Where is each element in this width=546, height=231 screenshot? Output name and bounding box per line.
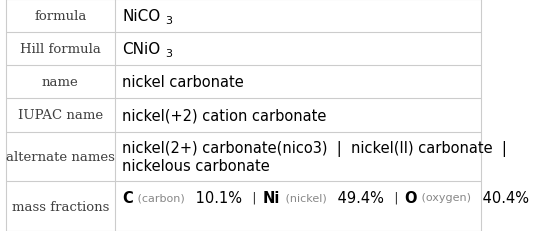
Text: alternate names: alternate names <box>6 150 115 163</box>
Text: IUPAC name: IUPAC name <box>18 109 103 122</box>
Text: formula: formula <box>34 10 87 23</box>
Text: nickel(+2) cation carbonate: nickel(+2) cation carbonate <box>122 108 327 123</box>
Text: mass fractions: mass fractions <box>11 200 109 213</box>
Text: Ni: Ni <box>263 190 280 205</box>
Text: name: name <box>42 76 79 89</box>
Text: 49.4%: 49.4% <box>333 190 383 205</box>
Text: (nickel): (nickel) <box>282 192 327 202</box>
Text: 40.4%: 40.4% <box>478 190 529 205</box>
Text: nickel(2+) carbonate(nico3)  |  nickel(II) carbonate  |
nickelous carbonate: nickel(2+) carbonate(nico3) | nickel(II)… <box>122 140 507 173</box>
Text: O: O <box>404 190 417 205</box>
Text: |: | <box>248 191 261 204</box>
Text: Hill formula: Hill formula <box>20 43 101 56</box>
Text: (oxygen): (oxygen) <box>418 192 471 202</box>
Text: 3: 3 <box>165 49 172 58</box>
Text: NiCO: NiCO <box>122 9 161 24</box>
Text: 3: 3 <box>165 15 172 25</box>
Text: 10.1%: 10.1% <box>191 190 242 205</box>
Text: nickel carbonate: nickel carbonate <box>122 75 244 90</box>
Text: |: | <box>390 191 402 204</box>
Text: CNiO: CNiO <box>122 42 161 57</box>
Text: C: C <box>122 190 133 205</box>
Text: (carbon): (carbon) <box>134 192 185 202</box>
